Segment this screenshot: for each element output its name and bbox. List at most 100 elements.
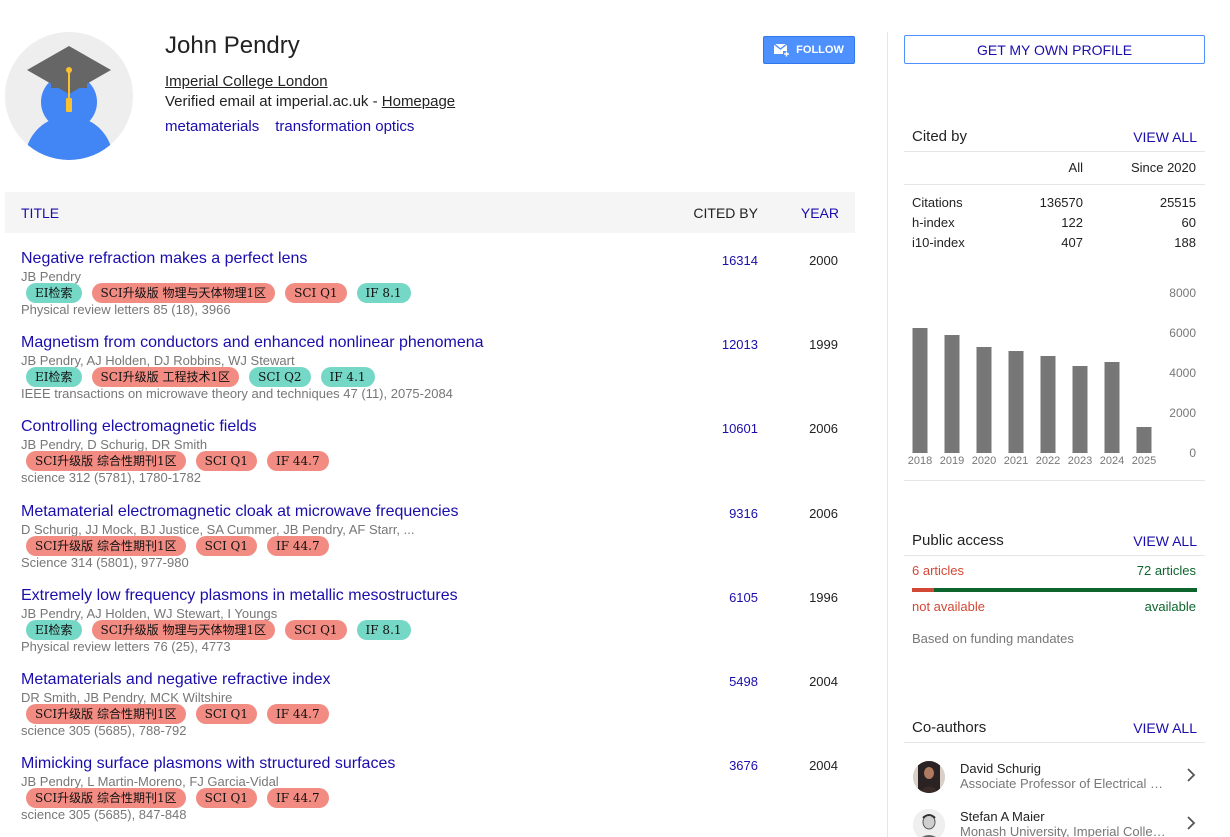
get-my-own-profile-button[interactable]: GET MY OWN PROFILE — [904, 35, 1205, 64]
coauthors-view-all[interactable]: VIEW ALL — [1133, 720, 1197, 736]
publication-year: 2000 — [809, 253, 838, 268]
follow-button[interactable]: FOLLOW — [763, 36, 855, 64]
available-label: available — [1145, 599, 1196, 614]
chart-bar-2022[interactable] — [1041, 356, 1056, 453]
homepage-link[interactable]: Homepage — [382, 93, 455, 110]
interest-link[interactable]: metamaterials — [165, 118, 259, 135]
journal-tag: IF 8.1 — [357, 620, 411, 640]
chart-bar-2023[interactable] — [1073, 366, 1088, 453]
journal-tag: SCI升级版 综合性期刊1区 — [26, 788, 186, 808]
journal-tag: EI检索 — [26, 620, 82, 640]
publication-authors: JB Pendry, L Martin-Moreno, FJ Garcia-Vi… — [21, 774, 279, 789]
interest-link[interactable]: transformation optics — [275, 118, 414, 135]
publication-title-link[interactable]: Controlling electromagnetic fields — [21, 418, 257, 436]
journal-tag: SCI Q1 — [196, 536, 257, 556]
cited-by-count-link[interactable]: 10601 — [722, 421, 758, 436]
person-photo-icon — [913, 761, 945, 793]
journal-tag: SCI Q1 — [196, 788, 257, 808]
cited-by-count-link[interactable]: 9316 — [729, 506, 758, 521]
cited-by-count-link[interactable]: 16314 — [722, 253, 758, 268]
journal-tags: SCI升级版 综合性期刊1区 SCI Q1 IF 44.7 — [26, 704, 329, 724]
stat-label: i10-index — [912, 235, 965, 250]
not-available-count[interactable]: 6 articles — [912, 563, 964, 578]
chart-bar-2018[interactable] — [913, 328, 928, 453]
chevron-right-icon — [1186, 768, 1196, 782]
journal-tag: SCI Q1 — [196, 451, 257, 471]
journal-tags: SCI升级版 综合性期刊1区 SCI Q1 IF 44.7 — [26, 451, 329, 471]
not-available-label: not available — [912, 599, 985, 614]
y-tick-label: 8000 — [1169, 286, 1196, 300]
journal-tag: IF 44.7 — [267, 536, 329, 556]
publication-year: 2006 — [809, 506, 838, 521]
chart-bar-2019[interactable] — [945, 335, 960, 453]
publication-venue: science 305 (5685), 788-792 — [21, 723, 187, 738]
y-tick-label: 4000 — [1169, 366, 1196, 380]
coauthor-item[interactable]: Stefan A Maier Monash University, Imperi… — [904, 794, 1205, 837]
public-access-view-all[interactable]: VIEW ALL — [1133, 533, 1197, 549]
coauthor-name: David Schurig — [960, 761, 1041, 776]
stat-all: 407 — [1061, 235, 1083, 250]
cited-by-count-link[interactable]: 3676 — [729, 758, 758, 773]
publications-table-header: TITLE CITED BY YEAR — [5, 192, 855, 233]
coauthors-title: Co-authors — [912, 719, 986, 736]
cited-by-title: Cited by — [912, 128, 967, 145]
journal-tag: SCI Q2 — [249, 367, 310, 387]
citation-stats-header: All Since 2020 — [904, 152, 1205, 185]
stat-row: h-index 122 60 — [904, 214, 1205, 234]
publication-title-link[interactable]: Metamaterial electromagnetic cloak at mi… — [21, 503, 459, 521]
journal-tag: SCI升级版 物理与天体物理1区 — [92, 620, 276, 640]
stat-all: 136570 — [1040, 195, 1083, 210]
x-tick-label: 2022 — [1036, 455, 1060, 467]
publication-year: 2004 — [809, 758, 838, 773]
available-count[interactable]: 72 articles — [1137, 563, 1196, 578]
interests: metamaterials transformation optics — [165, 118, 430, 135]
cited-by-count-link[interactable]: 5498 — [729, 674, 758, 689]
chart-bar-2025[interactable] — [1137, 427, 1152, 453]
profile-avatar — [5, 32, 133, 160]
journal-tags: SCI升级版 综合性期刊1区 SCI Q1 IF 44.7 — [26, 788, 329, 808]
coauthor-item[interactable]: David Schurig Associate Professor of Ele… — [904, 746, 1205, 794]
sort-by-title[interactable]: TITLE — [21, 205, 59, 221]
sort-by-cited[interactable]: CITED BY — [693, 205, 758, 221]
x-tick-label: 2020 — [972, 455, 996, 467]
journal-tags: SCI升级版 综合性期刊1区 SCI Q1 IF 44.7 — [26, 536, 329, 556]
stat-label: h-index — [912, 215, 955, 230]
stat-row: i10-index 407 188 — [904, 234, 1205, 254]
sort-by-year[interactable]: YEAR — [801, 205, 839, 221]
y-tick-label: 2000 — [1169, 406, 1196, 420]
cited-by-view-all[interactable]: VIEW ALL — [1133, 129, 1197, 145]
coauthor-photo — [913, 809, 945, 837]
publication-title-link[interactable]: Mimicking surface plasmons with structur… — [21, 755, 395, 773]
stat-row: Citations 136570 25515 — [904, 194, 1205, 214]
public-access-bar — [912, 588, 1197, 592]
journal-tag: SCI升级版 工程技术1区 — [92, 367, 240, 387]
citations-per-year-chart: 0 2000 4000 6000 8000 2018 2019 2020 2021 2022 202… — [904, 280, 1205, 470]
journal-tag: SCI Q1 — [285, 620, 346, 640]
x-tick-label: 2019 — [940, 455, 964, 467]
publication-title-link[interactable]: Magnetism from conductors and enhanced n… — [21, 334, 484, 352]
stat-since: 60 — [1182, 215, 1196, 230]
publication-title-link[interactable]: Extremely low frequency plasmons in meta… — [21, 587, 458, 605]
publication-row: Metamaterials and negative refractive in… — [5, 666, 855, 750]
publication-venue: science 305 (5685), 847-848 — [21, 807, 187, 822]
publication-authors: DR Smith, JB Pendry, MCK Wiltshire — [21, 690, 232, 705]
coauthors-header: Co-authors VIEW ALL — [904, 713, 1205, 743]
cited-by-count-link[interactable]: 12013 — [722, 337, 758, 352]
publication-authors: JB Pendry, AJ Holden, WJ Stewart, I Youn… — [21, 606, 277, 621]
journal-tag: SCI升级版 物理与天体物理1区 — [92, 283, 276, 303]
chart-bar-2024[interactable] — [1105, 362, 1120, 453]
journal-tag: IF 4.1 — [321, 367, 375, 387]
chart-bar-2020[interactable] — [977, 347, 992, 453]
cited-by-count-link[interactable]: 6105 — [729, 590, 758, 605]
stat-since: 25515 — [1160, 195, 1196, 210]
chevron-right-icon — [1186, 816, 1196, 830]
journal-tag: IF 44.7 — [267, 788, 329, 808]
chart-bar-2021[interactable] — [1009, 351, 1024, 453]
journal-tag: SCI Q1 — [285, 283, 346, 303]
journal-tag: IF 8.1 — [357, 283, 411, 303]
affiliation-link[interactable]: Imperial College London — [165, 73, 328, 90]
cited-by-header: Cited by VIEW ALL — [904, 122, 1205, 152]
person-photo-icon — [913, 809, 945, 837]
publication-title-link[interactable]: Metamaterials and negative refractive in… — [21, 671, 331, 689]
publication-title-link[interactable]: Negative refraction makes a perfect lens — [21, 250, 307, 268]
